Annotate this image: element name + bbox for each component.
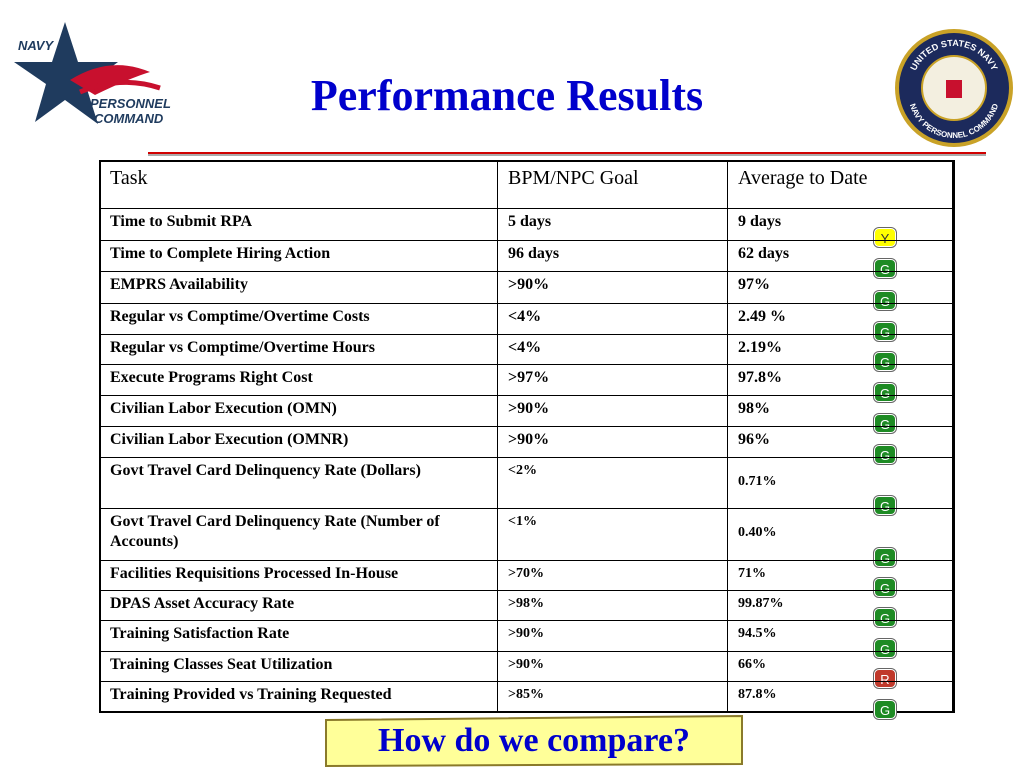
table-cell: 5 days <box>497 208 728 241</box>
logo-text: NAVY <box>18 38 54 53</box>
table-cell: 0.40% <box>727 508 955 561</box>
status-badge: G <box>874 259 896 278</box>
logo-text: PERSONNEL <box>90 96 171 111</box>
status-badge: G <box>874 383 896 402</box>
table-cell: 2.49 % <box>727 303 955 335</box>
table-cell: >97% <box>497 364 728 396</box>
table-cell: 71% <box>727 560 955 591</box>
status-badge: G <box>874 496 896 515</box>
table-cell: EMPRS Availability <box>99 271 498 304</box>
table-cell: <4% <box>497 334 728 365</box>
table-cell: >90% <box>497 395 728 427</box>
table-cell: 98% <box>727 395 955 427</box>
table-cell: >70% <box>497 560 728 591</box>
table-cell: Training Satisfaction Rate <box>99 620 498 652</box>
status-badge: G <box>874 548 896 567</box>
table-cell: Execute Programs Right Cost <box>99 364 498 396</box>
table-cell: <2% <box>497 457 728 509</box>
table-cell: 66% <box>727 651 955 682</box>
logo-star <box>14 22 118 124</box>
status-badge: Y <box>874 228 896 247</box>
status-badge: G <box>874 291 896 310</box>
table-cell: 62 days <box>727 240 955 272</box>
logo-stripe <box>79 79 161 95</box>
table-cell: Facilities Requisitions Processed In-Hou… <box>99 560 498 591</box>
table-cell: Govt Travel Card Delinquency Rate (Numbe… <box>99 508 498 561</box>
table-cell: Time to Submit RPA <box>99 208 498 241</box>
status-badge: G <box>874 578 896 597</box>
seal-shield <box>946 80 962 98</box>
status-badge: G <box>874 352 896 371</box>
table-cell: <4% <box>497 303 728 335</box>
table-cell: Regular vs Comptime/Overtime Hours <box>99 334 498 365</box>
table-cell: >90% <box>497 620 728 652</box>
table-cell: Civilian Labor Execution (OMNR) <box>99 426 498 458</box>
table-cell: >90% <box>497 651 728 682</box>
table-cell: DPAS Asset Accuracy Rate <box>99 590 498 621</box>
table-cell: 9 days <box>727 208 955 241</box>
status-badge: G <box>874 608 896 627</box>
footer-scroll <box>325 714 743 768</box>
footer-button: How do we compare? <box>378 722 690 759</box>
table-cell: Training Provided vs Training Requested <box>99 681 498 713</box>
status-badge: G <box>874 414 896 433</box>
logo-text: COMMAND <box>94 111 164 126</box>
table-cell: Training Classes Seat Utilization <box>99 651 498 682</box>
table-cell: 87.8% <box>727 681 955 713</box>
status-badge: G <box>874 639 896 658</box>
table-cell: 97% <box>727 271 955 304</box>
status-badge: G <box>874 700 896 719</box>
header-cell: Average to Date <box>727 160 955 209</box>
table-cell: >90% <box>497 426 728 458</box>
header-cell: BPM/NPC Goal <box>497 160 728 209</box>
table-cell: 94.5% <box>727 620 955 652</box>
status-badge: R <box>874 669 896 688</box>
table-cell: >85% <box>497 681 728 713</box>
table-cell: >90% <box>497 271 728 304</box>
table-cell: Regular vs Comptime/Overtime Costs <box>99 303 498 335</box>
table-cell: Time to Complete Hiring Action <box>99 240 498 272</box>
table-cell: <1% <box>497 508 728 561</box>
table-cell: Govt Travel Card Delinquency Rate (Dolla… <box>99 457 498 509</box>
table-cell: 2.19% <box>727 334 955 365</box>
title: Performance Results <box>310 71 704 120</box>
table-cell: 96% <box>727 426 955 458</box>
table-cell: Civilian Labor Execution (OMN) <box>99 395 498 427</box>
header-cell: Task <box>99 160 498 209</box>
table-cell: 96 days <box>497 240 728 272</box>
table-cell: 97.8% <box>727 364 955 396</box>
status-badge: G <box>874 322 896 341</box>
table-cell: 99.87% <box>727 590 955 621</box>
table-cell: 0.71% <box>727 457 955 509</box>
status-badge: G <box>874 445 896 464</box>
table-cell: >98% <box>497 590 728 621</box>
